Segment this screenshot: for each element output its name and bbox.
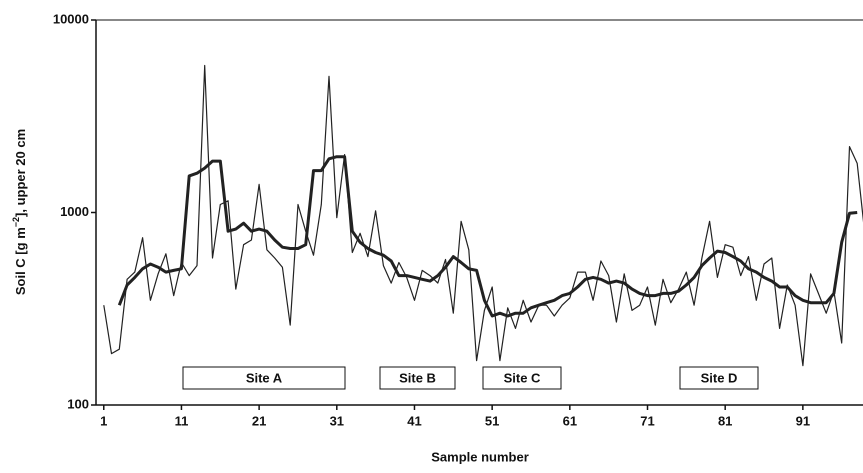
site-label: Site D xyxy=(701,370,738,385)
site-label: Site C xyxy=(504,370,541,385)
y-tick-label: 1000 xyxy=(60,204,89,219)
y-tick-label: 100 xyxy=(67,396,89,411)
y-axis-label: Soil C [g m−2], upper 20 cm xyxy=(11,129,28,295)
site-label: Site B xyxy=(399,370,436,385)
x-tick-label: 41 xyxy=(407,413,421,428)
site-box xyxy=(182,366,346,390)
x-axis-label: Sample number xyxy=(431,449,529,464)
x-tick-label: 31 xyxy=(330,413,344,428)
site-box xyxy=(482,366,562,390)
x-tick-label: 71 xyxy=(640,413,654,428)
x-tick-label: 1 xyxy=(100,413,107,428)
data-line xyxy=(117,155,858,318)
data-line xyxy=(103,64,863,367)
x-tick-label: 21 xyxy=(252,413,266,428)
x-tick-label: 11 xyxy=(175,413,189,428)
y-axis-label-text: Soil C [g m xyxy=(13,227,28,295)
x-tick-label: 61 xyxy=(563,413,577,428)
site-box xyxy=(379,366,456,390)
x-tick-label: 91 xyxy=(796,413,810,428)
x-tick-label: 81 xyxy=(718,413,732,428)
x-tick-label: 51 xyxy=(485,413,499,428)
y-tick-label: 10000 xyxy=(53,11,89,26)
y-axis-label-sup: −2 xyxy=(11,217,21,227)
y-axis-label-tail: ], upper 20 cm xyxy=(13,129,28,217)
site-box xyxy=(679,366,759,390)
site-label: Site A xyxy=(246,370,283,385)
